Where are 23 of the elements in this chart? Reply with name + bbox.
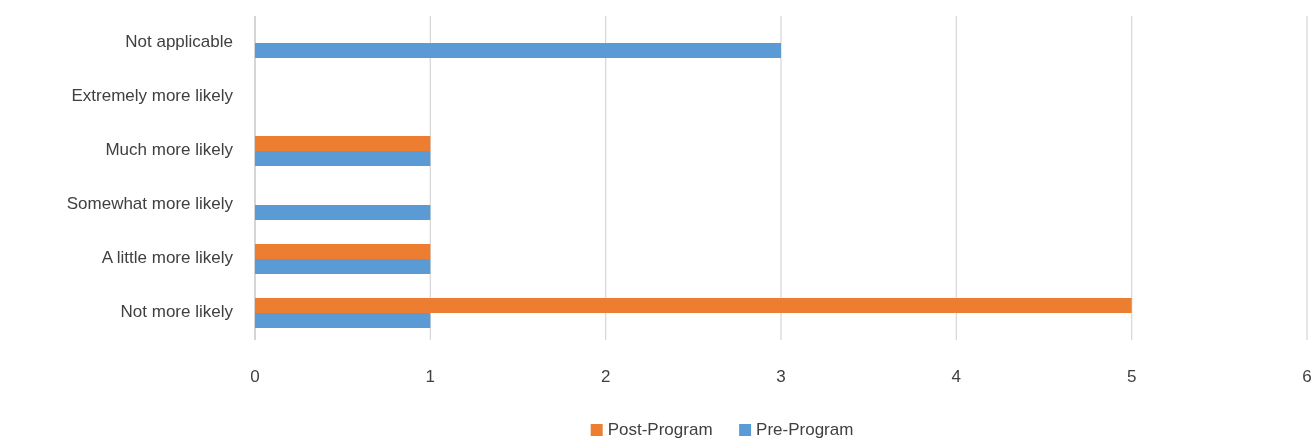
bar (255, 244, 431, 259)
x-tick-label: 3 (776, 367, 786, 386)
bar (255, 136, 431, 151)
bar (255, 151, 431, 166)
y-tick-label: Not more likely (120, 302, 234, 322)
x-tick-label: 2 (600, 367, 611, 386)
bar (255, 43, 781, 58)
y-tick-label: A little more likely (101, 248, 234, 268)
legend-label: Pre-Program (756, 420, 854, 439)
x-tick-label: 0 (250, 367, 260, 386)
y-tick-label: Somewhat more likely (66, 194, 234, 214)
y-tick-label: Extremely more likely (71, 86, 234, 106)
bar (255, 205, 431, 220)
bar (255, 298, 1132, 313)
x-tick-label: 4 (951, 367, 962, 386)
bar (255, 259, 431, 274)
x-tick-label: 6 (1302, 367, 1312, 386)
bar (255, 313, 431, 328)
y-tick-label: Much more likely (105, 140, 234, 160)
x-tick-label: 5 (1126, 367, 1137, 386)
y-tick-label: Not applicable (125, 32, 233, 52)
x-tick-label: 1 (425, 367, 436, 386)
legend-label: Post-Program (607, 420, 713, 439)
